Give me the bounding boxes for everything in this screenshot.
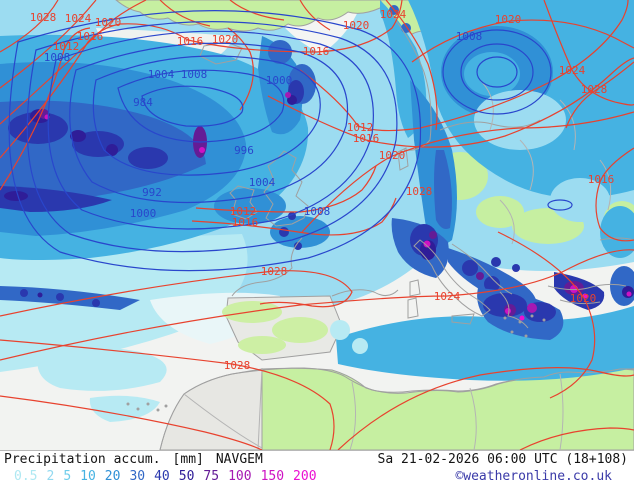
isobar-label-blue: 1008 <box>181 68 208 81</box>
scale-value: 30 <box>129 469 146 484</box>
scale-value: 50 <box>178 469 195 484</box>
isobar-label-red: 1020 <box>343 19 370 32</box>
canary-islands <box>126 402 168 412</box>
scale-value: 75 <box>203 469 220 484</box>
coastline-layer <box>126 9 634 450</box>
isobar-label-blue: 1004 <box>249 176 276 189</box>
blacksea-coastline <box>599 237 634 241</box>
scale-value: 40 <box>154 469 170 484</box>
scale-value: 150 <box>260 469 285 484</box>
sardinia-coastline <box>407 297 419 319</box>
denmark-coastline <box>397 147 409 171</box>
isobar-label-red: 1020 <box>495 13 522 26</box>
scale-value: 20 <box>104 469 121 484</box>
iberia-vegetation <box>222 301 328 354</box>
isobar-label-red: 1012 <box>53 40 80 53</box>
balkan-coastline <box>451 243 513 295</box>
isobar-label-blue: 1008 <box>304 205 331 218</box>
isobar-label-blue: 992 <box>142 186 162 199</box>
uk-coastline <box>263 150 309 227</box>
isobar-label-red: 1024 <box>434 290 461 303</box>
legend-title: Precipitation accum. <box>4 452 161 467</box>
isobar-label-red: 1012 <box>230 205 257 218</box>
forecast-datetime: Sa 21-02-2026 06:00 UTC (18+108) <box>377 452 628 467</box>
isobar-label-red: 1028 <box>224 359 251 372</box>
isobar-label-red: 1012 <box>347 121 374 134</box>
red-isobar-lines <box>0 0 634 450</box>
isobar-label-blue: 996 <box>234 144 254 157</box>
ireland-coastline <box>229 185 258 220</box>
isobar-label-red: 1024 <box>559 64 586 77</box>
isobar-label-red: 1020 <box>95 16 122 29</box>
caption-bar: Precipitation accum. [mm] NAVGEM Sa 21-0… <box>0 450 634 490</box>
isobar-label-red: 1028 <box>406 185 433 198</box>
turkey-coastline <box>547 283 627 305</box>
blue-isobar-lines <box>8 10 573 272</box>
copyright-text: ©weatheronline.co.uk <box>455 469 612 484</box>
scale-value: 2 <box>46 469 55 484</box>
precip-scale: 0.5 2 5 10 20 30 40 50 75 100 150 200 <box>0 467 317 484</box>
legend-unit: [mm] <box>172 452 204 467</box>
mediterranean-fr-coast <box>331 289 399 297</box>
isobar-label-red: 1016 <box>232 216 259 229</box>
isobar-label-blue: 984 <box>133 96 153 109</box>
corsica-coastline <box>409 279 421 297</box>
isobar-label-red: 1028 <box>581 83 608 96</box>
scale-value: 200 <box>293 469 317 484</box>
scale-value: 0.5 <box>14 469 38 484</box>
scale-value: 5 <box>63 469 72 484</box>
precip-medium-layer <box>0 0 634 381</box>
isobar-label-red: 1024 <box>65 12 92 25</box>
blue-isobar-labels: 1008 1004 1008 1000 984 1008 996 992 1000 1004 100… <box>44 30 483 220</box>
precipitation-map: 1028 1024 1020 1016 1012 1016 1020 1016 1020 1024… <box>0 0 634 450</box>
greenland-landmass <box>115 0 393 32</box>
africa-coastline <box>159 367 634 450</box>
isobar-label-blue: 1008 <box>44 51 71 64</box>
isobar-label-red: 1020 <box>379 149 406 162</box>
isobar-label-red: 1016 <box>588 173 615 186</box>
isobar-label-blue: 1000 <box>266 74 293 87</box>
isobar-label-red: 1016 <box>177 35 204 48</box>
france-coastline <box>231 237 303 297</box>
greece-coastline <box>499 291 529 329</box>
isobar-label-blue: 1000 <box>130 207 157 220</box>
model-name: NAVGEM <box>215 452 263 467</box>
isobar-label-blue: 1004 <box>148 68 175 81</box>
isobar-label-red: 1024 <box>380 8 407 21</box>
isobar-label-red: 1020 <box>212 33 239 46</box>
italy-coastline <box>413 239 491 317</box>
scale-value: 100 <box>228 469 252 484</box>
sicily-coastline <box>451 313 475 325</box>
isobar-label-red: 1016 <box>77 30 104 43</box>
country-borders <box>183 79 612 450</box>
isobar-label-red: 1028 <box>30 11 57 24</box>
scale-value: 10 <box>80 469 96 484</box>
aegean-islands <box>503 314 546 338</box>
isobar-label-red: 1028 <box>261 265 288 278</box>
isobar-label-blue: 1008 <box>456 30 483 43</box>
isobar-label-red: 1016 <box>353 132 380 145</box>
isobar-label-red: 1020 <box>570 292 597 305</box>
isobar-label-red: 1016 <box>303 45 330 58</box>
